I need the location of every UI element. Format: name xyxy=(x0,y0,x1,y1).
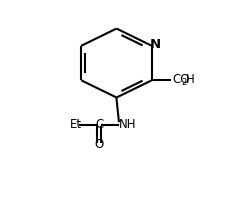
Text: Et: Et xyxy=(70,118,82,131)
Text: NH: NH xyxy=(119,118,136,131)
Text: H: H xyxy=(186,73,194,86)
Text: 2: 2 xyxy=(182,78,187,87)
Text: N: N xyxy=(149,38,160,51)
Text: O: O xyxy=(94,138,104,151)
Text: CO: CO xyxy=(172,73,190,86)
Text: C: C xyxy=(95,118,103,131)
